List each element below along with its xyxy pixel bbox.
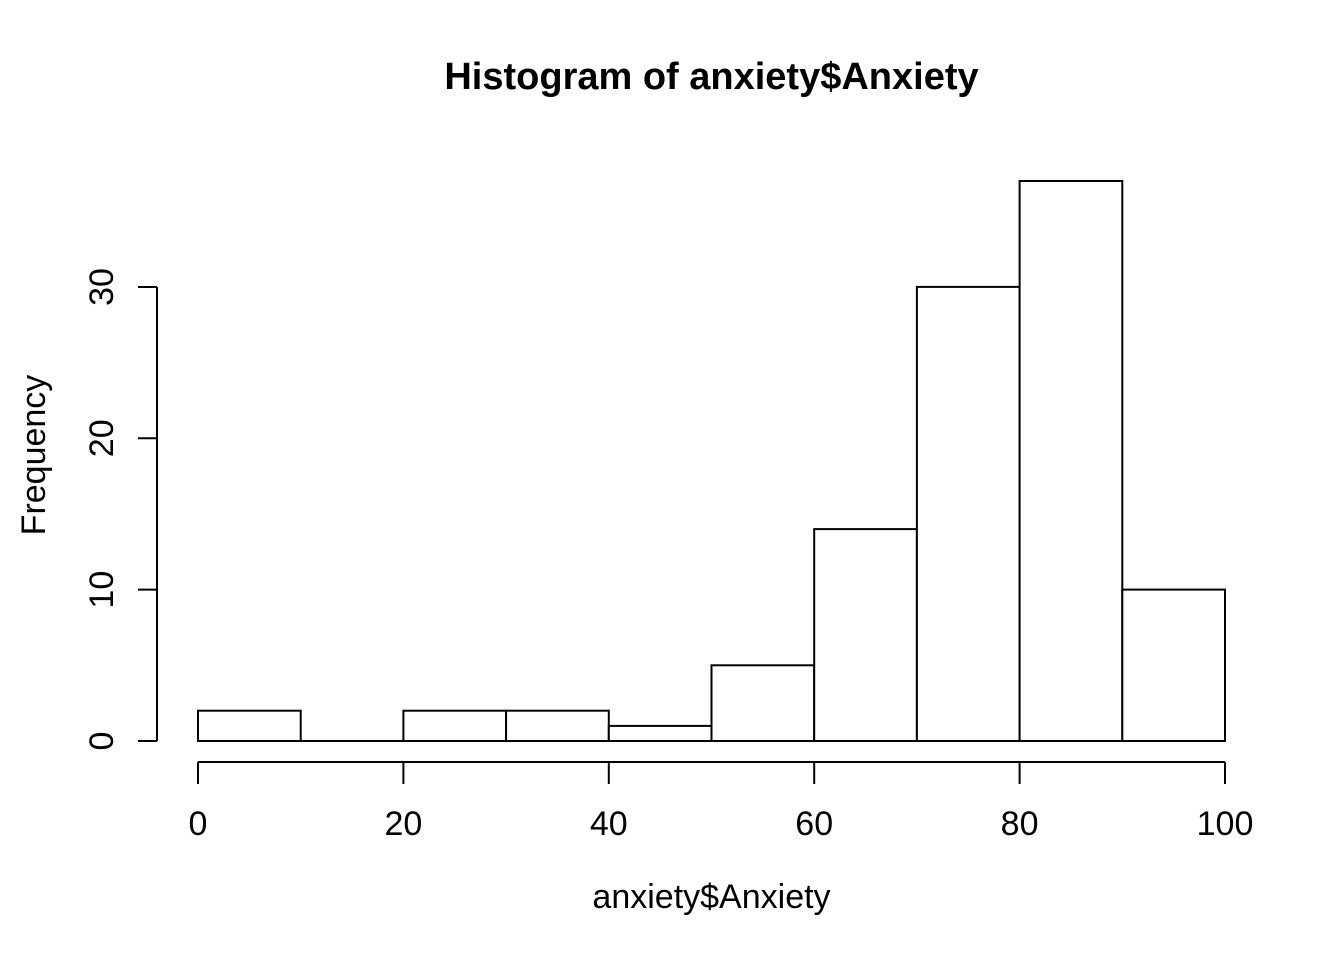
histogram-bar [607, 724, 713, 743]
x-tick-label: 60 [795, 805, 833, 843]
x-tick-label: 20 [384, 805, 422, 843]
x-tick-label: 100 [1197, 805, 1254, 843]
histogram-bar [1018, 180, 1124, 742]
histogram-bar [915, 285, 1021, 742]
y-axis-label: Frequency [15, 374, 53, 536]
x-axis-label: anxiety$Anxiety [592, 878, 831, 916]
y-tick-label: 20 [83, 419, 121, 457]
histogram-bar [1121, 588, 1227, 742]
histogram-bar [710, 664, 816, 742]
x-tick-label: 40 [590, 805, 628, 843]
y-tick-label: 10 [83, 571, 121, 609]
histogram-bar [813, 528, 918, 742]
chart-title: Histogram of anxiety$Anxiety [444, 56, 979, 98]
x-tick-label: 0 [189, 805, 208, 843]
histogram-bar [197, 709, 302, 743]
y-tick-label: 0 [83, 732, 121, 751]
x-tick-label: 80 [1001, 805, 1039, 843]
histogram-bar [505, 709, 610, 743]
y-tick-label: 30 [83, 268, 121, 306]
histogram-bar [402, 709, 508, 743]
